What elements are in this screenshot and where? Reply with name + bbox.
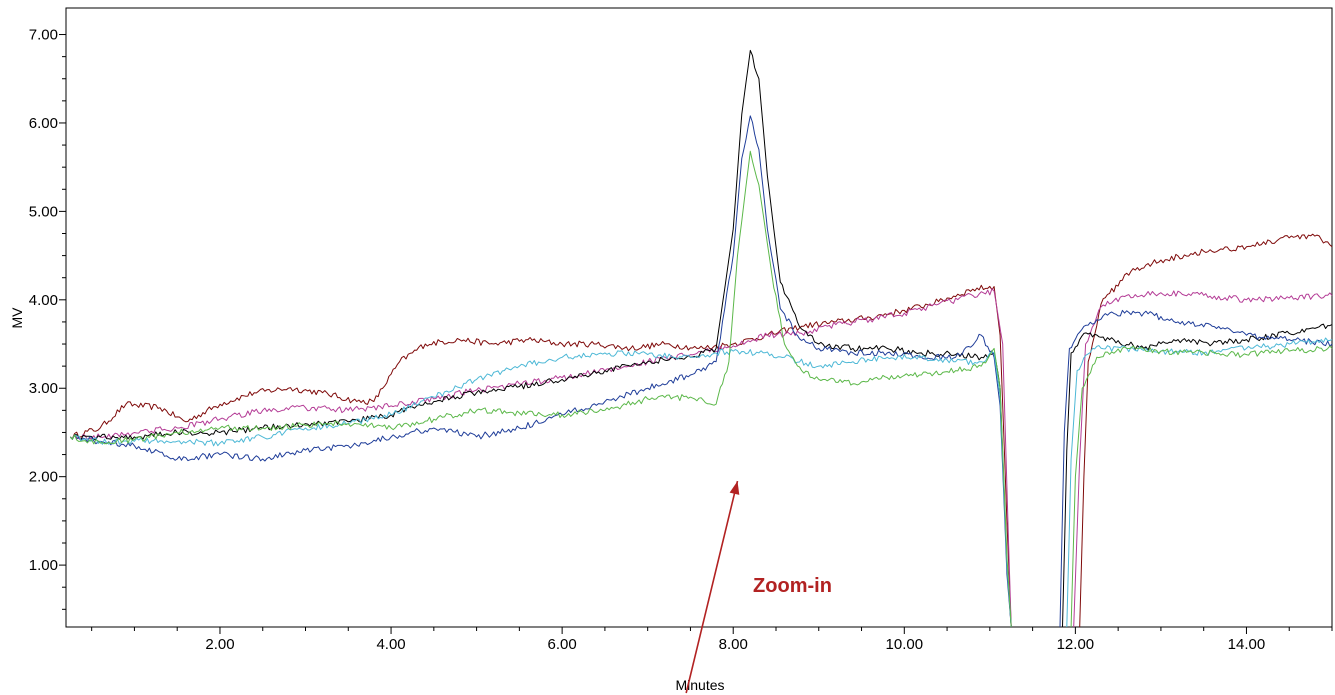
- x-tick-label: 2.00: [205, 636, 234, 653]
- series-line: [69, 288, 1012, 628]
- series-layer: [69, 49, 1333, 628]
- x-tick-label: 4.00: [376, 636, 405, 653]
- x-tick-label: 6.00: [548, 636, 577, 653]
- y-tick-label: 2.00: [29, 469, 58, 486]
- series-line: [1073, 290, 1333, 628]
- series-line: [1066, 337, 1333, 628]
- y-tick-label: 1.00: [29, 557, 58, 574]
- annotation-arrow-shaft: [685, 480, 739, 694]
- y-axis-title: MV: [9, 307, 25, 329]
- x-tick-label: 8.00: [719, 636, 748, 653]
- y-tick-label: 3.00: [29, 380, 58, 397]
- y-tick-label: 4.00: [29, 292, 58, 309]
- series-line: [1079, 233, 1333, 628]
- series-line: [69, 150, 1012, 628]
- x-tick-label: 12.00: [1057, 636, 1095, 653]
- series-line: [1062, 323, 1333, 628]
- series-line: [69, 348, 1012, 628]
- plot-frame: [65, 7, 1333, 628]
- y-tick-label: 7.00: [29, 27, 58, 44]
- y-tick-label: 5.00: [29, 203, 58, 220]
- series-line: [1070, 345, 1333, 628]
- y-tick-label: 6.00: [29, 115, 58, 132]
- axis-layer: 1.00 2.00 3.00 4.00 5.00 6.00 7.00 2.00 4.00 6.00…: [29, 27, 1333, 653]
- series-line: [69, 49, 1012, 628]
- series-line: [69, 115, 1012, 628]
- x-tick-label: 10.00: [886, 636, 924, 653]
- series-line: [69, 284, 1012, 628]
- annotation-layer: Zoom-in: [685, 480, 832, 694]
- x-tick-label: 14.00: [1228, 636, 1266, 653]
- x-axis-title: Minutes: [675, 677, 724, 693]
- annotation-arrowhead: [729, 481, 740, 495]
- series-line: [1059, 309, 1333, 628]
- annotation-label: Zoom-in: [753, 575, 832, 597]
